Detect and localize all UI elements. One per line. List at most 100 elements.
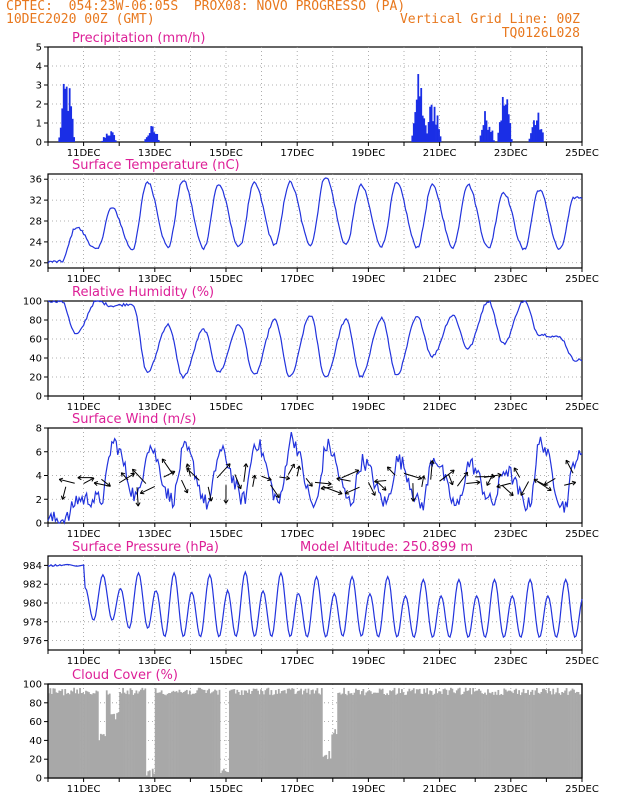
cloud-bar: [491, 691, 494, 778]
cloud-bar: [573, 689, 575, 778]
wind-arrowhead: [336, 476, 341, 482]
precip-bar: [439, 136, 442, 142]
panel-subtitle: Model Altitude: 250.899 m: [300, 540, 473, 555]
cloud-bar: [113, 713, 116, 778]
cloud-bar: [396, 693, 399, 778]
wind-arrowhead: [513, 467, 519, 472]
cloud-bar: [466, 691, 469, 778]
cloud-bar: [556, 687, 559, 778]
cloud-bar: [359, 694, 362, 778]
y-tick-label: 0: [36, 392, 42, 403]
wind-vector: [305, 477, 313, 487]
cloud-bar: [470, 694, 473, 778]
precip-bar: [62, 83, 65, 142]
x-tick-label: 11DEC: [67, 784, 101, 795]
cloud-bar: [175, 691, 178, 778]
precip-bar: [418, 96, 421, 142]
cloud-bar: [91, 694, 93, 778]
cloud-bar: [386, 693, 388, 778]
cloud-bar: [123, 692, 126, 778]
cloud-bar: [561, 691, 564, 778]
cloud-bar: [467, 690, 470, 778]
y-tick-label: 40: [29, 736, 42, 747]
precip-bar: [490, 131, 492, 142]
x-tick-label: 21DEC: [423, 274, 457, 285]
x-tick-label: 15DEC: [209, 274, 243, 285]
wind-arrowhead: [296, 465, 302, 470]
wind-arrowhead: [533, 478, 539, 484]
precip-bar: [506, 99, 509, 142]
wind-vector: [513, 467, 521, 478]
precip-bar: [67, 110, 70, 142]
cloud-bar: [111, 714, 114, 778]
precip-bar: [71, 118, 74, 142]
cloud-bar: [460, 694, 463, 778]
precip-bar: [479, 135, 482, 142]
x-tick-label: 19DEC: [352, 148, 386, 159]
wind-arrowhead: [338, 490, 343, 495]
cloud-bar: [455, 690, 458, 778]
x-tick-label: 13DEC: [138, 784, 172, 795]
x-tick-label: 23DEC: [494, 274, 528, 285]
cloud-bar: [251, 691, 253, 778]
cloud-bar: [141, 687, 144, 778]
cloud-bar: [346, 695, 348, 778]
cloud-bar: [277, 688, 280, 778]
cloud-bar: [510, 691, 513, 778]
cloud-bar: [135, 690, 138, 778]
cloud-bar: [307, 688, 310, 778]
precip-bar: [424, 125, 427, 142]
cloud-bar: [177, 692, 179, 778]
cloud-bar: [306, 692, 308, 778]
cloud-bar: [271, 695, 274, 778]
cloud-bar: [415, 689, 418, 778]
wind-vector: [234, 474, 242, 489]
x-tick-label: 17DEC: [280, 784, 314, 795]
precip-bar: [73, 137, 76, 142]
wind-vector: [94, 482, 111, 487]
wind-vector: [367, 482, 376, 496]
cloud-bar: [298, 690, 301, 778]
precip-bar: [501, 96, 504, 142]
cloud-bar: [571, 688, 574, 778]
cloud-bar: [445, 689, 448, 778]
cloud-bar: [487, 689, 489, 778]
cloud-bar: [552, 688, 555, 778]
cloud-bar: [567, 694, 569, 778]
cloud-bar: [384, 695, 387, 778]
x-tick-label: 13DEC: [138, 656, 172, 667]
cloud-bar: [527, 689, 529, 778]
wind-vector: [374, 479, 387, 483]
cloud-bar: [476, 690, 479, 778]
cloud-bar: [433, 693, 436, 778]
cloud-bar: [107, 694, 110, 778]
precip-bar: [421, 115, 424, 142]
cloud-bar: [316, 688, 319, 778]
cloud-bar: [334, 729, 337, 778]
cloud-bar: [193, 693, 196, 778]
cloud-bar: [374, 692, 377, 778]
cloud-bar: [444, 688, 446, 778]
cloud-bar: [82, 692, 84, 778]
cloud-bar: [162, 693, 164, 778]
header-model-id: TQ0126L028: [501, 26, 580, 41]
cloud-bar: [366, 691, 369, 778]
wind-vector: [486, 473, 494, 486]
cloud-bar: [230, 689, 233, 778]
cloud-bar: [191, 693, 194, 778]
x-tick-label: 25DEC: [565, 784, 599, 795]
cloud-bar: [286, 688, 289, 778]
cloud-bar: [363, 695, 366, 778]
cloud-bar: [88, 692, 90, 778]
cloud-bar: [294, 694, 297, 778]
cloud-bar: [128, 694, 130, 778]
x-tick-label: 11DEC: [67, 529, 101, 540]
wind-arrowhead: [170, 470, 176, 476]
cloud-bar: [485, 694, 488, 778]
cloud-bar: [564, 690, 566, 778]
cloud-bar: [48, 693, 50, 778]
cloud-bar: [430, 691, 433, 778]
cloud-bar: [279, 693, 282, 778]
wind-arrowhead: [520, 491, 525, 496]
precip-bar: [482, 125, 485, 142]
